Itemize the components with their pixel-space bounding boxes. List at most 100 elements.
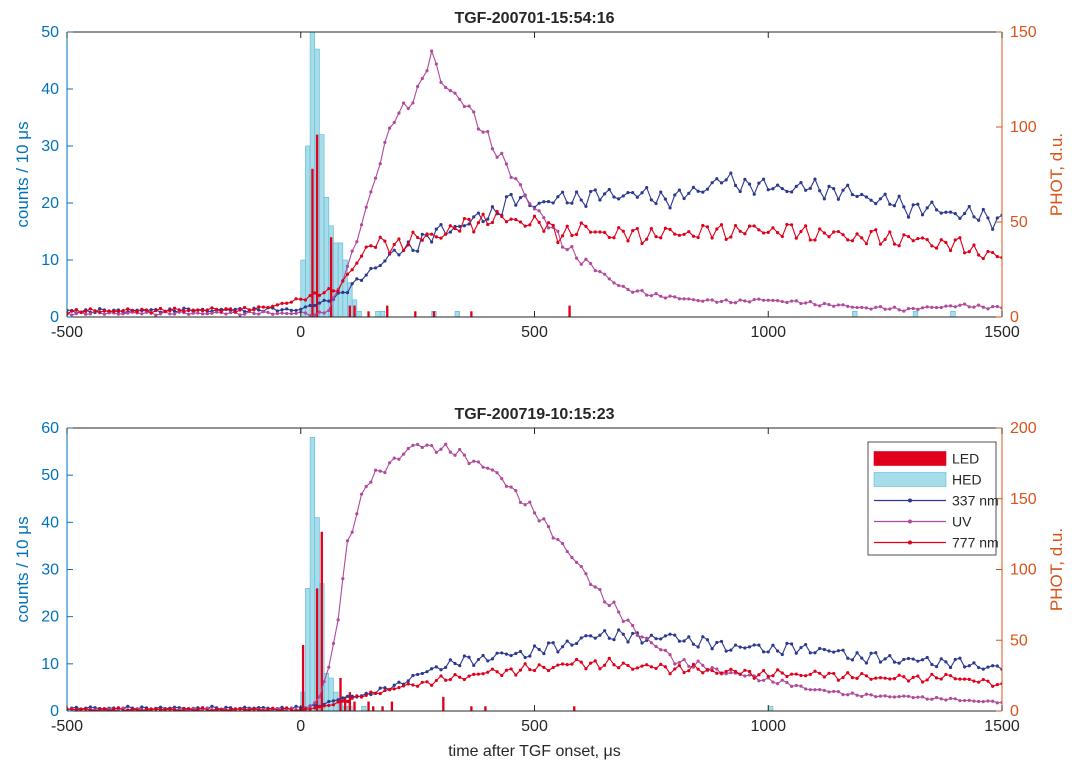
series-point — [939, 657, 943, 661]
series-point — [659, 294, 663, 298]
series-line — [67, 210, 1002, 315]
series-point — [621, 632, 625, 636]
series-point — [874, 651, 878, 655]
legend-label: UV — [952, 514, 972, 530]
series-point — [869, 651, 873, 655]
chart-panel-1: -500 0 500 1000 150001020304050050100150TGF-… — [13, 10, 1066, 341]
series-point — [509, 653, 513, 658]
series-point — [392, 120, 396, 125]
legend-swatch — [873, 472, 947, 487]
series-point — [243, 305, 247, 310]
series-point — [504, 162, 509, 166]
led-bar — [484, 706, 487, 711]
series-point — [850, 192, 855, 197]
series-point — [462, 104, 466, 109]
series-point — [963, 302, 967, 306]
series-point — [621, 619, 625, 623]
series-point — [911, 675, 915, 680]
led-bar — [568, 305, 571, 317]
series-point — [603, 663, 607, 667]
series-point — [589, 661, 593, 665]
series-point — [294, 704, 298, 708]
led-bar — [353, 701, 356, 711]
series-point — [130, 308, 135, 313]
series-point — [112, 309, 116, 313]
series-point — [883, 694, 887, 698]
series-point — [925, 678, 929, 682]
series-point — [560, 234, 565, 238]
series-point — [607, 656, 611, 660]
series-point — [677, 233, 682, 237]
series-point — [154, 308, 158, 313]
series-point — [458, 97, 462, 101]
series-point — [864, 661, 869, 665]
series-point — [958, 236, 962, 240]
series-point — [752, 224, 756, 228]
series-point — [743, 299, 747, 303]
series-point — [663, 296, 668, 300]
series-point — [794, 299, 798, 303]
series-point — [373, 468, 378, 472]
series-point — [84, 312, 88, 316]
series-point — [383, 140, 387, 145]
series-point — [663, 634, 668, 638]
series-point — [504, 220, 509, 224]
series-point — [196, 308, 200, 312]
series-point — [799, 181, 803, 185]
series-point — [804, 687, 808, 691]
series-point — [308, 303, 312, 308]
series-point — [425, 680, 429, 684]
series-point — [144, 707, 149, 711]
series-point — [514, 203, 518, 207]
series-point — [579, 198, 583, 202]
series-point — [514, 489, 518, 493]
series-point — [378, 263, 382, 268]
led-bar — [339, 677, 342, 711]
series-point — [303, 305, 308, 309]
series-point — [102, 309, 106, 313]
series-point — [626, 239, 630, 243]
series-point — [757, 679, 761, 683]
series-point — [963, 677, 967, 681]
series-point — [696, 645, 700, 649]
hed-bar — [454, 310, 460, 317]
series-point — [934, 676, 939, 680]
x-tick-label: 1000 — [750, 324, 786, 341]
series-point — [635, 195, 639, 199]
series-point — [518, 220, 523, 224]
series-point — [448, 224, 452, 228]
series-point — [874, 228, 878, 232]
hed-bar — [767, 705, 774, 711]
series-point — [617, 197, 621, 201]
series-line — [67, 657, 1002, 711]
series-point — [607, 235, 611, 240]
series-point — [247, 308, 251, 312]
series-point — [804, 674, 808, 678]
series-point — [790, 299, 794, 303]
series-point — [617, 226, 621, 230]
hed-bar — [375, 310, 381, 317]
series-point — [944, 210, 948, 214]
series-point — [369, 244, 373, 248]
series-point — [925, 206, 929, 210]
series-point — [701, 190, 705, 194]
series-point — [537, 201, 541, 205]
right-y-tick-label: 50 — [1010, 632, 1028, 649]
series-point — [116, 312, 121, 316]
series-point — [930, 200, 934, 204]
series-point — [345, 539, 350, 543]
series-point — [911, 306, 915, 311]
legend-label: 777 nm — [952, 535, 999, 551]
series-point — [654, 291, 658, 296]
series-point — [715, 300, 719, 304]
series-point — [570, 201, 574, 205]
series-point — [766, 230, 770, 234]
series-point — [710, 668, 714, 673]
series-point — [963, 251, 967, 255]
series-point — [74, 311, 78, 316]
series-point — [532, 214, 537, 218]
series-point — [701, 223, 705, 228]
series-point — [747, 224, 752, 228]
series-point — [617, 283, 621, 288]
series-point — [570, 244, 574, 249]
